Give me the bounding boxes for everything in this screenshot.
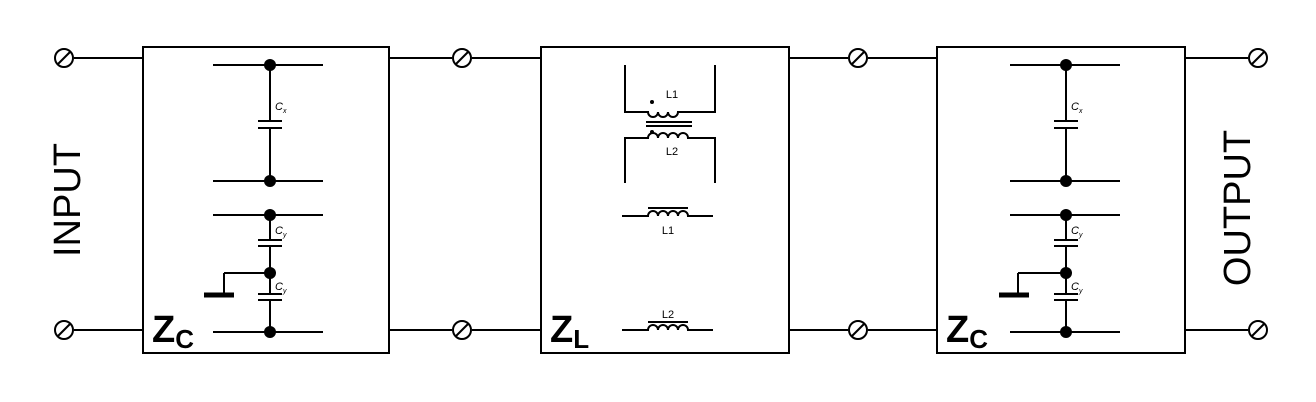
junction-terminal-2-top: [848, 48, 868, 68]
choke-l2-label: L2: [666, 146, 678, 158]
zl-label: ZL: [550, 309, 589, 354]
cy-label-1: Cy: [275, 225, 287, 239]
cx-label-right: Cx: [1071, 101, 1083, 115]
output-terminal-bottom: [1248, 320, 1268, 340]
cy-label-right-1: Cy: [1071, 225, 1083, 239]
interconnect-wires: [74, 57, 1248, 331]
zl-block: L1 L2 L1 L2 ZL: [540, 46, 790, 354]
choke-l1-label: L1: [666, 89, 678, 101]
input-terminal-top: [54, 48, 74, 68]
junction-terminal-1-top: [452, 48, 472, 68]
output-label: OUTPUT: [1217, 130, 1259, 286]
cy-label-2: Cy: [275, 281, 287, 295]
zc-block-left: Cx Cy Cy ZC: [142, 46, 390, 354]
inductor-l1-label: L1: [662, 225, 674, 237]
junction-terminal-1-bottom: [452, 320, 472, 340]
input-label: INPUT: [47, 143, 89, 257]
zc-label-right: ZC: [946, 309, 988, 354]
input-terminal-bottom: [54, 320, 74, 340]
output-terminal-top: [1248, 48, 1268, 68]
inductor-l2-label: L2: [662, 309, 674, 321]
zc-block-right: Cx Cy Cy ZC: [936, 46, 1186, 354]
junction-terminal-2-bottom: [848, 320, 868, 340]
cy-label-right-2: Cy: [1071, 281, 1083, 295]
cx-label: Cx: [275, 101, 287, 115]
zc-label-left: ZC: [152, 309, 194, 354]
